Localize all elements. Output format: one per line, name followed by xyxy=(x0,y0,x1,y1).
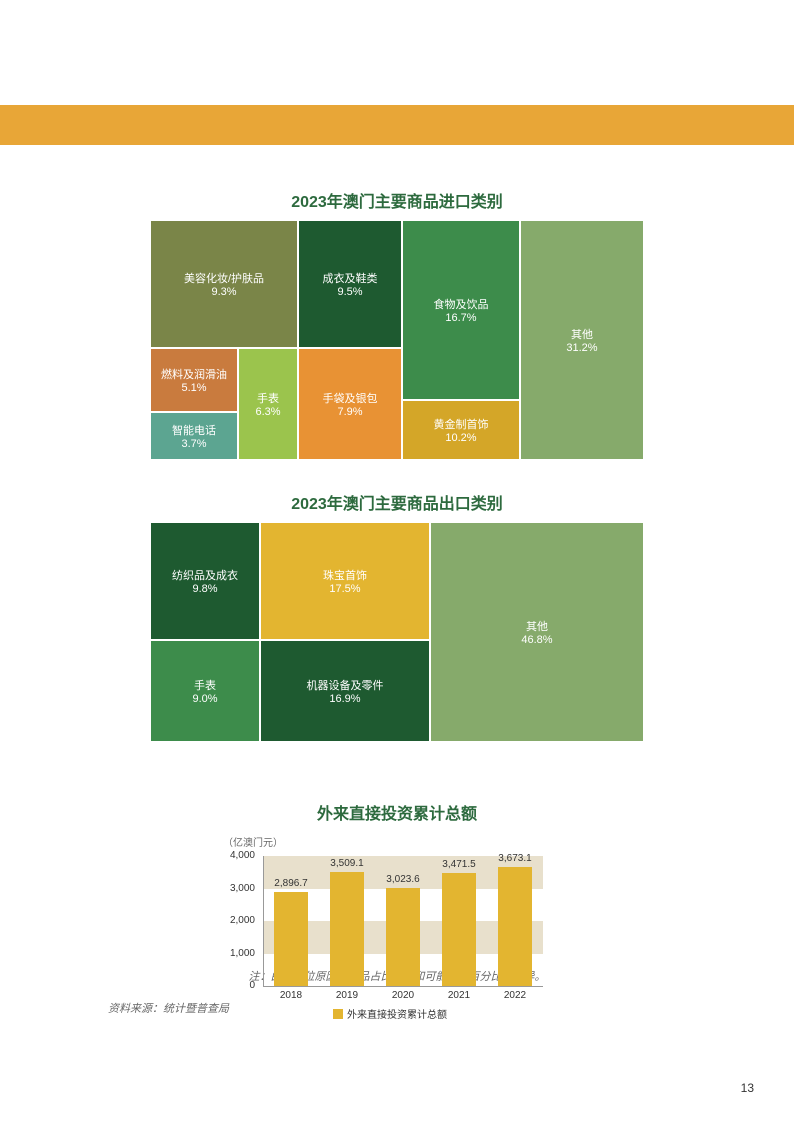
bar xyxy=(442,873,476,986)
treemap-cell: 燃料及润滑油5.1% xyxy=(150,348,238,412)
y-tick: 1,000 xyxy=(217,948,255,959)
y-tick: 2,000 xyxy=(217,915,255,926)
x-tick: 2021 xyxy=(436,990,482,1001)
treemap-cell: 手表9.0% xyxy=(150,640,260,742)
treemap-cell: 手表6.3% xyxy=(238,348,298,460)
x-tick: 2022 xyxy=(492,990,538,1001)
bar xyxy=(330,872,364,986)
treemap-cell: 珠宝首饰17.5% xyxy=(260,522,430,640)
bar-label: 3,509.1 xyxy=(324,858,370,869)
bar xyxy=(274,892,308,986)
y-axis-unit: （亿澳门元） xyxy=(223,834,283,849)
exports-title: 2023年澳门主要商品出口类别 xyxy=(150,490,644,514)
x-axis xyxy=(263,986,543,987)
treemap-cell: 纺织品及成衣9.8% xyxy=(150,522,260,640)
page-banner xyxy=(0,105,794,145)
legend-swatch xyxy=(333,1009,343,1019)
y-tick: 4,000 xyxy=(217,850,255,861)
legend-label: 外来直接投资累计总额 xyxy=(347,1006,447,1021)
treemap-cell: 成衣及鞋类9.5% xyxy=(298,220,402,348)
bar-label: 3,471.5 xyxy=(436,859,482,870)
treemap-cell: 手袋及银包7.9% xyxy=(298,348,402,460)
imports-title: 2023年澳门主要商品进口类别 xyxy=(150,188,644,212)
x-tick: 2018 xyxy=(268,990,314,1001)
fdi-chart: （亿澳门元） 0 1,000 2,000 3,000 4,000 2,896.7 2018 3,… xyxy=(217,832,553,1030)
imports-treemap: 美容化妆/护肤品9.3%成衣及鞋类9.5%食物及饮品16.7%其他31.2% 燃料… xyxy=(150,220,644,460)
treemap-cell: 其他46.8% xyxy=(430,522,644,742)
treemap-cell: 智能电话3.7% xyxy=(150,412,238,460)
y-tick: 3,000 xyxy=(217,883,255,894)
y-axis xyxy=(263,856,264,986)
treemap-cell: 食物及饮品16.7% xyxy=(402,220,520,400)
bar xyxy=(386,888,420,986)
x-tick: 2020 xyxy=(380,990,426,1001)
source-text: 资料来源：统计暨普查局 xyxy=(108,1000,229,1016)
treemap-cell: 机器设备及零件16.9% xyxy=(260,640,430,742)
fdi-title: 外来直接投资累计总额 xyxy=(217,800,577,824)
page-number: 13 xyxy=(741,1081,754,1095)
treemap-cell: 其他31.2% xyxy=(520,220,644,460)
fdi-section: 外来直接投资累计总额 （亿澳门元） 0 1,000 2,000 3,000 4,000 2,… xyxy=(217,800,577,1030)
x-tick: 2019 xyxy=(324,990,370,1001)
legend: 外来直接投资累计总额 xyxy=(333,1006,447,1021)
bar-label: 3,023.6 xyxy=(380,874,426,885)
y-tick: 0 xyxy=(217,980,255,991)
imports-section: 2023年澳门主要商品进口类别 美容化妆/护肤品9.3%成衣及鞋类9.5%食物及… xyxy=(150,188,644,460)
bar-label: 3,673.1 xyxy=(492,853,538,864)
exports-treemap: 纺织品及成衣9.8%珠宝首饰17.5%其他46.8% 手表9.0%机器设备及零件1… xyxy=(150,522,644,742)
bar-label: 2,896.7 xyxy=(268,878,314,889)
treemap-cell: 美容化妆/护肤品9.3% xyxy=(150,220,298,348)
bar xyxy=(498,867,532,986)
treemap-cell: 黄金制首饰10.2% xyxy=(402,400,520,460)
